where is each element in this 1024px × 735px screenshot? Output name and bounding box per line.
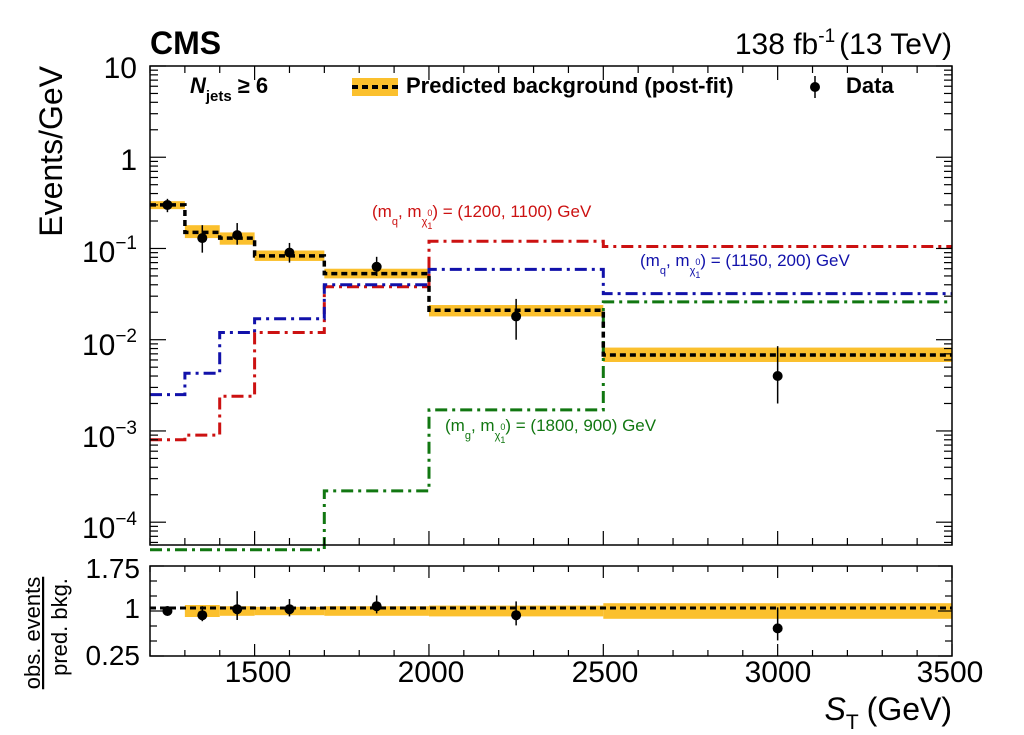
y-tick-label: 10−2 (82, 326, 137, 362)
y-tick-label: 1 (120, 144, 137, 177)
ratio-point (371, 601, 382, 612)
y-tick-label: 10−3 (82, 418, 137, 454)
data-point (232, 230, 243, 241)
signal-label-red: (mq, mχ0 1) = (1200, 1100) GeV (372, 202, 592, 231)
x-tick-label: 2500 (572, 656, 639, 689)
signal-label-blue: (mq, mχ0 1) = (1150, 200) GeV (640, 251, 851, 280)
x-axis-title: ST (GeV) (824, 691, 952, 734)
main-frame (149, 65, 953, 546)
ratio-y-tick-labels: 1.75 1 0.25 (86, 553, 141, 671)
y-tick-label: 10−1 (82, 233, 137, 269)
ratio-uncertainty-band (184, 603, 952, 619)
data-points (162, 198, 783, 404)
x-tick-label: 1500 (225, 656, 292, 689)
signal-line-red (150, 239, 952, 442)
ratio-ylabel-denominator: pred. bkg. (47, 578, 72, 676)
main-y-tick-labels: 10 1 10−1 10−2 10−3 10−4 (82, 52, 137, 545)
data-point (284, 247, 295, 258)
ratio-point (197, 610, 208, 621)
signal-label-green: (mg, mχ0 1) = (1800, 900) GeV (445, 416, 657, 445)
legend-data-marker (810, 82, 820, 92)
data-point (772, 371, 783, 382)
ratio-point (284, 604, 295, 615)
ratio-point (162, 606, 173, 616)
ratio-point (232, 604, 243, 615)
ratio-point (772, 623, 783, 634)
ratio-y-tick-label: 1.75 (86, 553, 141, 584)
main-plot-panel: 10 1 10−1 10−2 10−3 10−4 Events/GeV Njet… (33, 52, 953, 552)
cms-label: CMS (150, 25, 221, 61)
x-tick-label: 3500 (917, 656, 984, 689)
y-tick-label: 10−4 (82, 509, 137, 545)
ratio-y-tick-label: 0.25 (86, 640, 141, 671)
y-axis-title: Events/GeV (33, 65, 69, 236)
data-point (371, 261, 382, 272)
x-tick-labels: 1500 2000 2500 3000 3500 (225, 656, 984, 689)
legend-data-label: Data (846, 73, 894, 98)
data-point (197, 233, 208, 244)
jet-multiplicity-label: Njets ≥ 6 (190, 73, 268, 105)
ratio-ylabel-numerator: obs. events (20, 577, 45, 690)
background-uncertainty-band (150, 201, 952, 362)
y-tick-label: 10 (104, 52, 137, 85)
luminosity-label: 138 fb-1 (13 TeV) (735, 26, 952, 61)
data-point (162, 199, 173, 210)
ratio-y-tick-label: 1 (124, 593, 140, 624)
x-tick-label: 3000 (745, 656, 812, 689)
ratio-y-axis-title: obs. events pred. bkg. (20, 577, 72, 690)
ratio-data-points (162, 591, 783, 641)
ratio-plot-panel: 1.75 1 0.25 obs. events pred. bkg. 1500 … (20, 553, 983, 734)
main-axis-ticks (149, 65, 953, 545)
x-tick-label: 2000 (398, 656, 465, 689)
legend: Predicted background (post-fit) Data (352, 73, 894, 98)
legend-background-label: Predicted background (post-fit) (406, 73, 734, 98)
data-point (511, 311, 522, 322)
ratio-frame (149, 565, 953, 657)
signal-line-green (150, 300, 952, 552)
signal-lines (150, 239, 952, 552)
ratio-point (511, 610, 522, 621)
